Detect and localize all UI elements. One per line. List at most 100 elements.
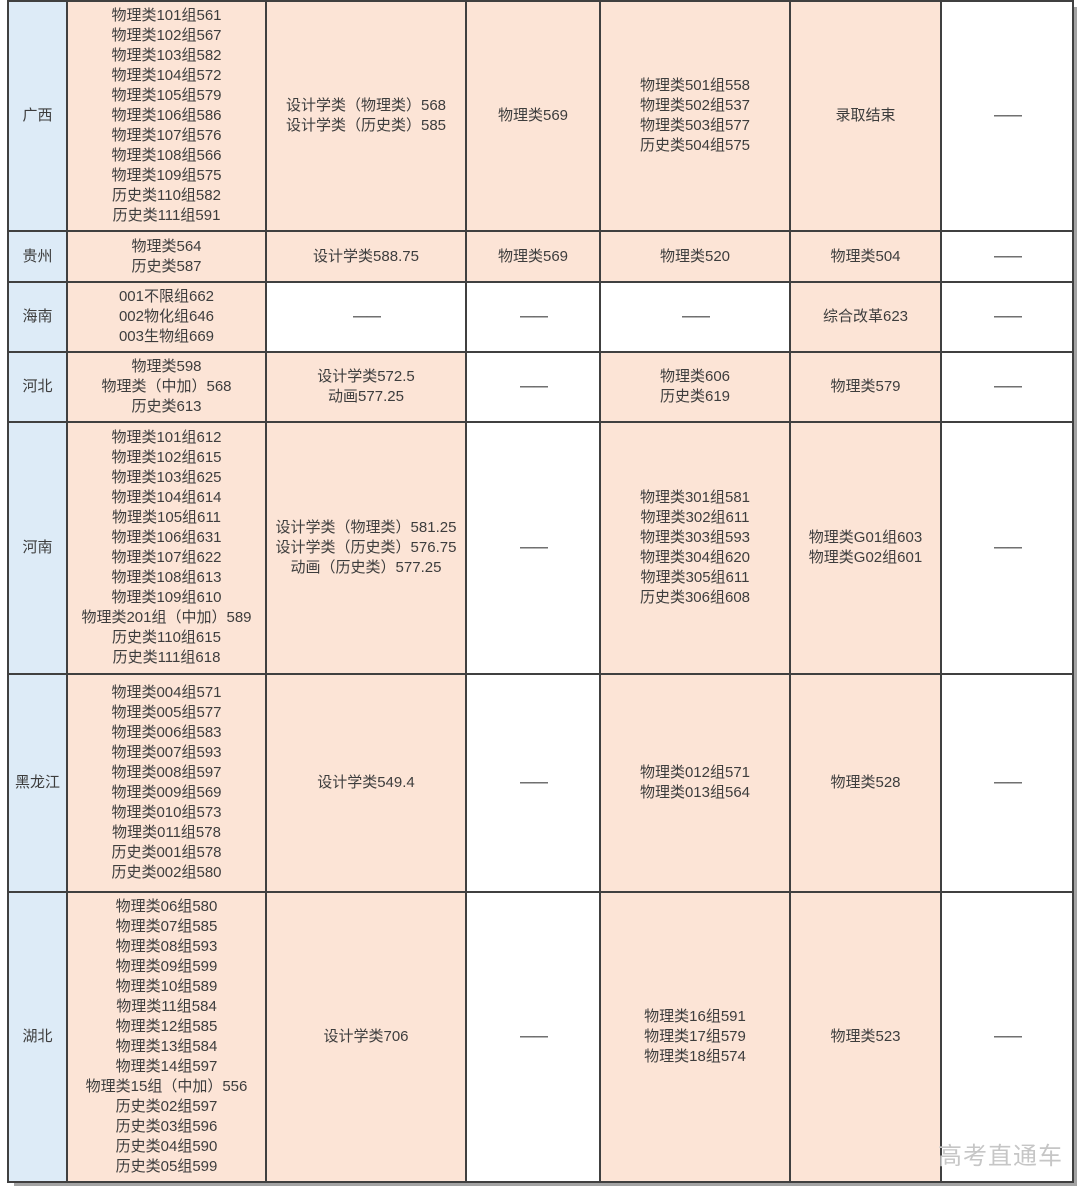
cell-line: 物理类012组571 [639, 764, 751, 781]
scores-cell: 物理类101组561 物理类102组567 物理类103组582 物理类104组572… [66, 0, 267, 232]
cell-line: 物理类302组611 [640, 509, 750, 526]
scores-cell: 设计学类（物理类）568 设计学类（历史类）585 [265, 0, 467, 232]
cell-line: 动画（历史类）577.25 [290, 559, 442, 576]
cell-line: 物理类16组591 [644, 1008, 746, 1025]
cell-line: 物理类201组（中加）589 [81, 609, 252, 626]
cell-line: 物理类102组615 [111, 449, 222, 466]
cell-line: 物理类011组578 [112, 824, 221, 841]
cell-line: 物理类304组620 [639, 549, 751, 566]
province-cell: 广西 [7, 0, 68, 232]
empty-cell: —— [599, 281, 791, 353]
scores-cell: 物理类012组571 物理类013组564 [599, 673, 791, 893]
cell-line: 设计学类572.5 [317, 368, 415, 385]
cell-line: 物理类104组614 [111, 489, 222, 506]
dash-placeholder: —— [520, 774, 548, 791]
scores-cell: 物理类523 [789, 891, 942, 1183]
dash-placeholder: —— [994, 378, 1022, 395]
cell-line: 物理类103组625 [111, 469, 222, 486]
table-row: 黑龙江 物理类004组571 物理类005组577 物理类006组583 物理类007组… [7, 673, 1074, 893]
cell-line: 物理类013组564 [639, 784, 751, 801]
cell-line: 物理类009组569 [111, 784, 222, 801]
empty-cell: —— [940, 421, 1074, 675]
cell-line: 历史类613 [131, 398, 202, 415]
dash-placeholder: —— [994, 308, 1022, 325]
scores-cell: 设计学类572.5 动画577.25 [265, 351, 467, 423]
cell-line: 设计学类（历史类）576.75 [275, 539, 457, 556]
empty-cell: —— [940, 230, 1074, 283]
cell-line: 综合改革623 [822, 308, 909, 325]
admission-scores-table: 广西 物理类101组561 物理类102组567 物理类103组582 物理类104组5… [7, 0, 1074, 1183]
cell-line: 物理类303组593 [639, 529, 751, 546]
scores-cell: 物理类504 [789, 230, 942, 283]
scores-cell: 物理类16组591 物理类17组579 物理类18组574 [599, 891, 791, 1183]
cell-line: 物理类101组612 [111, 429, 222, 446]
scores-cell: 物理类598 物理类（中加）568 历史类613 [66, 351, 267, 423]
province-cell: 贵州 [7, 230, 68, 283]
cell-line: 物理类104组572 [111, 67, 222, 84]
cell-line: 历史类587 [131, 257, 202, 275]
cell-line: 物理类106组631 [111, 529, 222, 546]
cell-line: 动画577.25 [328, 388, 404, 405]
cell-line: 历史类04组590 [115, 1138, 218, 1155]
cell-line: 物理类108组613 [111, 569, 222, 586]
empty-cell: —— [940, 281, 1074, 353]
cell-line: 物理类11组584 [116, 998, 217, 1015]
scores-cell: 物理类569 [465, 230, 601, 283]
dash-placeholder: —— [520, 1028, 548, 1045]
table-row: 贵州 物理类564 历史类587 设计学类588.75 物理类569 物理类520 物理类5… [7, 230, 1074, 283]
cell-line: 物理类109组575 [111, 167, 222, 184]
table-row: 河南 物理类101组612 物理类102组615 物理类103组625 物理类104组6… [7, 421, 1074, 675]
cell-line: 物理类107组576 [111, 127, 222, 144]
cell-line: 物理类010组573 [111, 804, 222, 821]
empty-cell: —— [465, 281, 601, 353]
cell-line: 物理类108组566 [111, 147, 222, 164]
empty-cell: —— [465, 673, 601, 893]
cell-line: 物理类105组579 [111, 87, 222, 104]
cell-line: 物理类569 [497, 107, 569, 124]
scores-cell: 设计学类706 [265, 891, 467, 1183]
scores-cell: 物理类101组612 物理类102组615 物理类103组625 物理类104组614… [66, 421, 267, 675]
cell-line: 物理类13组584 [115, 1038, 218, 1055]
cell-line: 物理类564 [131, 237, 202, 255]
cell-line: 物理类523 [830, 1028, 901, 1045]
dash-placeholder: —— [353, 308, 381, 325]
cell-line: 物理类109组610 [111, 589, 222, 606]
empty-cell: —— [465, 891, 601, 1183]
table-row: 广西 物理类101组561 物理类102组567 物理类103组582 物理类104组5… [7, 0, 1074, 232]
dash-placeholder: —— [994, 247, 1022, 265]
dash-placeholder: —— [520, 308, 548, 325]
cell-line: 物理类102组567 [111, 27, 222, 44]
cell-line: 物理类007组593 [111, 744, 222, 761]
empty-cell: —— [940, 673, 1074, 893]
table-row: 湖北 物理类06组580 物理类07组585 物理类08组593 物理类09组599 物理… [7, 891, 1074, 1183]
cell-line: 历史类111组591 [112, 207, 221, 224]
empty-cell: —— [940, 351, 1074, 423]
scores-cell: 物理类G01组603 物理类G02组601 [789, 421, 942, 675]
scores-cell: 物理类564 历史类587 [66, 230, 267, 283]
cell-line: 物理类07组585 [115, 918, 218, 935]
cell-line: 物理类105组611 [112, 509, 221, 526]
scores-cell: 物理类569 [465, 0, 601, 232]
scores-cell: 物理类501组558 物理类502组537 物理类503组577 历史类504组575 [599, 0, 791, 232]
cell-line: 物理类598 [131, 358, 202, 375]
cell-line: 设计学类706 [323, 1028, 409, 1045]
cell-line: 物理类101组561 [111, 7, 222, 24]
cell-line: 物理类18组574 [644, 1048, 746, 1065]
cell-line: 物理类005组577 [111, 704, 222, 721]
province-cell: 河南 [7, 421, 68, 675]
province-cell: 海南 [7, 281, 68, 353]
cell-line: 设计学类（物理类）568 [285, 97, 447, 114]
table-body: 广西 物理类101组561 物理类102组567 物理类103组582 物理类104组5… [7, 0, 1074, 1183]
empty-cell: —— [465, 421, 601, 675]
dash-placeholder: —— [994, 539, 1022, 556]
empty-cell: —— [940, 891, 1074, 1183]
province-cell: 河北 [7, 351, 68, 423]
cell-line: 设计学类（物理类）581.25 [275, 519, 457, 536]
cell-line: 001不限组662 [118, 288, 215, 305]
cell-line: 录取结束 [835, 107, 896, 124]
province-cell: 湖北 [7, 891, 68, 1183]
cell-line: 物理类106组586 [111, 107, 222, 124]
cell-line: 物理类569 [497, 247, 569, 265]
cell-line: 物理类08组593 [115, 938, 218, 955]
dash-placeholder: —— [994, 774, 1022, 791]
